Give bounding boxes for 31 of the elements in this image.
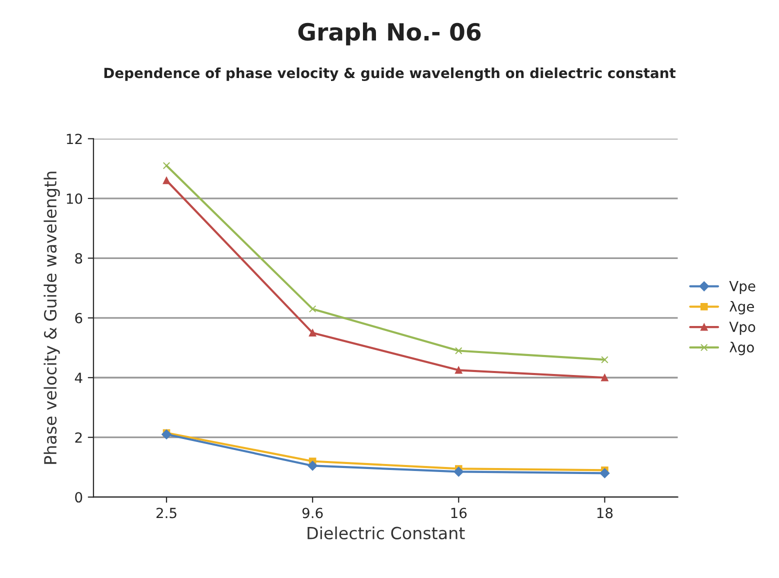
y-tick-label: 0 — [75, 492, 82, 503]
y-tick-label: 6 — [75, 312, 82, 324]
x-tick-label: 2.5 — [156, 508, 176, 518]
y-tick-label: 2 — [75, 432, 82, 443]
legend-label: Vpo — [729, 322, 756, 335]
point — [162, 162, 170, 170]
y-tick-label: 12 — [66, 134, 82, 144]
x-axis-title: Dielectric Constant — [308, 526, 465, 540]
point — [454, 466, 464, 477]
point — [162, 176, 170, 184]
y-tick-label: 4 — [74, 372, 82, 383]
point — [308, 460, 318, 471]
legend-label: λge — [730, 300, 754, 314]
y-axis-title: Phase velocity & Guide wavelength — [44, 172, 60, 464]
x-tick-label: 9.6 — [302, 508, 323, 518]
legend-label: Vpe — [729, 281, 756, 294]
point — [454, 366, 462, 374]
legend-label: λgo — [730, 342, 754, 356]
point — [308, 329, 316, 336]
point — [601, 356, 608, 364]
x-tick-label: 16 — [451, 508, 467, 518]
point — [601, 374, 608, 382]
y-tick-label: 8 — [75, 253, 82, 264]
point — [454, 347, 462, 354]
chart-subtitle: Dependence of phase velocity & guide wavelength on dielectric constant — [104, 67, 676, 82]
chart-title: Graph No.- 06 — [298, 22, 481, 46]
point — [600, 468, 610, 478]
x-tick-label: 18 — [597, 508, 613, 518]
point — [162, 429, 172, 440]
y-tick-label: 10 — [66, 193, 82, 204]
point — [308, 305, 316, 313]
